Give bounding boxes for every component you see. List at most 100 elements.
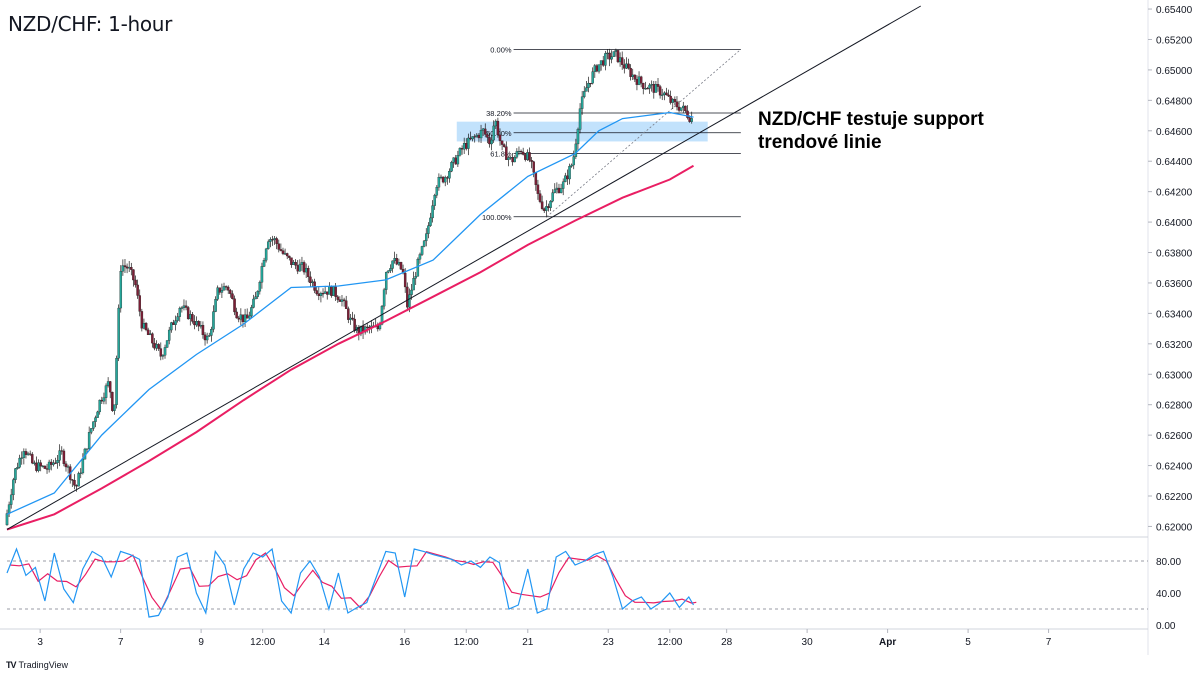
candle-body [35,462,38,471]
candle-body [260,266,264,283]
candle-body [288,255,291,258]
candle-body [671,99,675,103]
candle-body [511,157,514,163]
price-tick-label: 0.63600 [1156,279,1193,290]
candle-body [155,344,158,349]
candle-body [553,189,557,193]
candle-body [94,417,97,422]
candle-body [347,308,350,320]
candle-body [100,399,104,402]
candle-body [66,466,70,468]
candle-body [12,479,15,496]
price-tick-label: 0.65400 [1156,5,1193,16]
chart-annotation: NZD/CHF testuje support trendové linie [758,108,984,154]
candle-body [254,296,257,300]
ema-slow-line [6,164,695,531]
candle-body [433,195,436,206]
candle-body [593,65,597,72]
tradingview-logo[interactable]: TV TradingView [6,660,68,670]
candle-body [425,233,428,242]
fib-level-label: 38.20% [486,109,512,118]
candle-body [650,84,653,86]
candle-body [319,293,323,297]
candle-body [656,84,660,87]
candle-body [460,148,464,150]
candle-body [197,321,200,327]
candle-body [616,50,620,63]
candle-body [578,108,582,130]
candle-body [302,262,306,273]
time-tick-label: Apr [879,637,896,648]
candle-body [323,291,327,294]
candle-body [248,315,251,319]
candle-body [144,323,148,331]
candle-body [545,206,548,211]
candle-body [635,79,639,85]
stochastic-axis: 80.00 40.00 0.00 [1156,557,1181,632]
candle-body [429,217,432,226]
candle-body [416,259,420,277]
candle-body [269,239,272,242]
candle-body [159,348,163,357]
time-tick-label: 3 [37,637,43,648]
candle-body [599,60,603,65]
candle-body [475,134,479,137]
candle-body [222,286,226,291]
price-tick-label: 0.63800 [1156,249,1193,260]
candle-body [620,57,624,65]
candle-body [574,143,578,157]
candle-body [561,181,565,189]
candle-body [237,317,241,320]
candle-body [205,336,209,341]
candle-body [454,157,458,165]
candle-body [446,177,449,179]
candle-body [688,117,691,122]
candle-body [477,134,481,139]
time-tick-label: 7 [1046,637,1052,648]
candle-body [351,317,354,320]
candle-body [469,137,472,140]
candle-body [174,320,177,325]
candle-body [342,299,346,301]
candle-body [595,65,599,72]
candle-body [654,84,658,93]
candle-body [631,74,634,77]
candle-body [420,246,424,255]
candle-body [505,146,508,160]
trendline-line [6,5,921,530]
candle-body [241,314,245,322]
candle-body [625,63,628,69]
candle-body [275,238,278,244]
stochastic-k-line [6,547,695,618]
candle-body [344,300,348,309]
candle-body [224,286,228,288]
candle-body [85,448,89,450]
time-tick-label: 12:00 [454,637,479,648]
candle-body [452,157,455,163]
candle-body [502,144,506,147]
candle-body [559,188,563,193]
candle-body [58,450,61,461]
price-axis[interactable]: 0.65400 0.65200 0.65000 0.64800 0.64600 0.644… [1148,5,1193,533]
time-tick-label: 5 [965,637,971,648]
time-axis[interactable]: 3 7 9 12:00 14 16 12:00 21 23 12:00 28 30 Apr 5 7 [37,629,1052,648]
candle-body [138,295,141,312]
price-tick-label: 0.62200 [1156,492,1193,503]
candle-body [218,287,222,293]
candle-body [549,200,552,208]
ema-fast-line [6,111,694,515]
candle-body [614,50,618,52]
candle-body [450,162,453,172]
stochastic-tick-label: 80.00 [1156,557,1181,568]
candle-body [96,411,99,418]
candle-body [612,51,616,57]
candle-body [679,107,683,111]
candle-body [395,258,399,265]
candle-body [667,94,670,97]
candle-body [281,250,285,254]
candle-body [292,261,295,265]
candle-body [418,254,422,260]
candle-body [467,137,470,149]
candle-body [123,265,127,268]
